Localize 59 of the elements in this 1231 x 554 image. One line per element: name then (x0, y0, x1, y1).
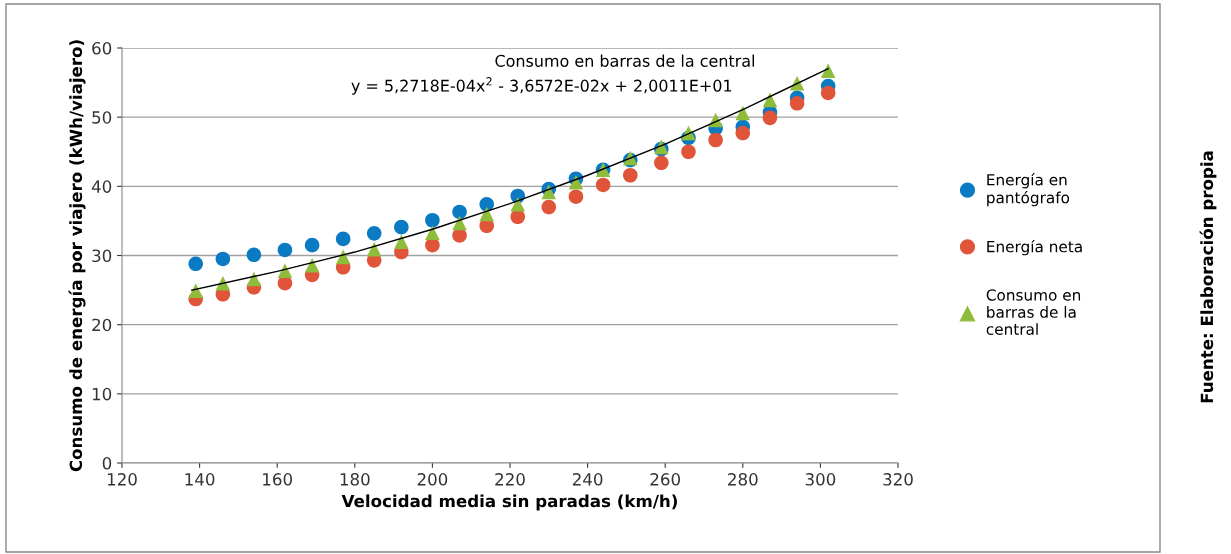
y-axis-title: Consumo de energía por viajero (kWh/viajero) (68, 40, 86, 472)
x-tick-label: 200 (417, 473, 448, 486)
x-tick-label: 180 (340, 473, 370, 486)
point (188, 256, 203, 272)
point (654, 155, 669, 171)
point (425, 212, 440, 228)
point (510, 197, 526, 212)
x-axis-title: Velocidad media sin paradas (km/h) (341, 494, 677, 511)
x-tick-label: 240 (572, 473, 603, 486)
point (425, 225, 440, 240)
annotation: y = 5,2718E-04x$^{2}$ - 3,6572E-02x + 2,0011E+01 (351, 77, 732, 95)
point (762, 92, 778, 108)
point (568, 189, 584, 204)
y-tick-label: 30 (92, 249, 112, 263)
point (623, 167, 638, 183)
point (820, 63, 836, 79)
point (246, 247, 262, 263)
point (820, 85, 836, 101)
x-tick-label: 280 (728, 473, 758, 486)
y-tick-label: 0 (102, 456, 112, 470)
y-tick-label: 40 (91, 180, 112, 193)
point (789, 96, 805, 111)
x-tick-label: 160 (263, 473, 292, 486)
point (335, 231, 351, 247)
point (681, 144, 696, 160)
x-tick-label: 260 (650, 473, 680, 486)
y-tick-label: 20 (92, 318, 112, 332)
point (394, 234, 409, 249)
x-tick-label: 220 (495, 473, 525, 486)
legend-label: Energía en pantógrafo (987, 173, 1070, 207)
point (735, 105, 751, 121)
x-tick-label: 140 (185, 473, 215, 486)
point (541, 199, 557, 215)
point (277, 263, 293, 278)
source-note: Fuente: Elaboración propia (1199, 151, 1217, 403)
point (366, 226, 382, 241)
point (188, 283, 203, 299)
point (335, 249, 351, 265)
point (394, 219, 409, 235)
point (708, 132, 723, 148)
point (277, 242, 293, 258)
x-tick-label: 320 (883, 473, 913, 486)
y-tick-label: 10 (92, 387, 112, 401)
annotation: Consumo en barras de la central (495, 54, 755, 67)
point (366, 241, 382, 257)
point (452, 228, 467, 243)
point (479, 206, 494, 222)
point (304, 237, 320, 253)
point (215, 251, 231, 267)
point (452, 204, 467, 220)
x-tick-label: 120 (107, 473, 137, 486)
point (735, 125, 751, 141)
x-tick-label: 300 (805, 473, 836, 486)
point (595, 177, 611, 193)
y-tick-label: 50 (92, 111, 112, 124)
legend-label: Consumo en barras de la central (986, 289, 1081, 335)
legend-label: Energía neta (987, 239, 1082, 256)
y-tick-label: 60 (92, 41, 112, 55)
point (762, 110, 778, 126)
